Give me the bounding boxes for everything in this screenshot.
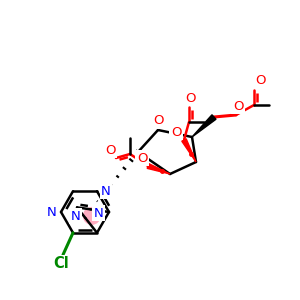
Polygon shape: [192, 115, 216, 137]
Text: N: N: [94, 207, 103, 220]
Text: N: N: [70, 210, 80, 223]
Text: Cl: Cl: [53, 256, 69, 271]
Ellipse shape: [83, 207, 101, 225]
Polygon shape: [182, 139, 196, 162]
Text: O: O: [233, 100, 243, 112]
Text: O: O: [171, 125, 181, 139]
Text: N: N: [47, 206, 57, 218]
Text: O: O: [186, 92, 196, 104]
Text: O: O: [154, 115, 164, 128]
Text: O: O: [105, 143, 115, 157]
Text: O: O: [255, 74, 265, 88]
Text: O: O: [137, 152, 147, 164]
Text: N: N: [101, 185, 111, 198]
Polygon shape: [147, 164, 170, 174]
